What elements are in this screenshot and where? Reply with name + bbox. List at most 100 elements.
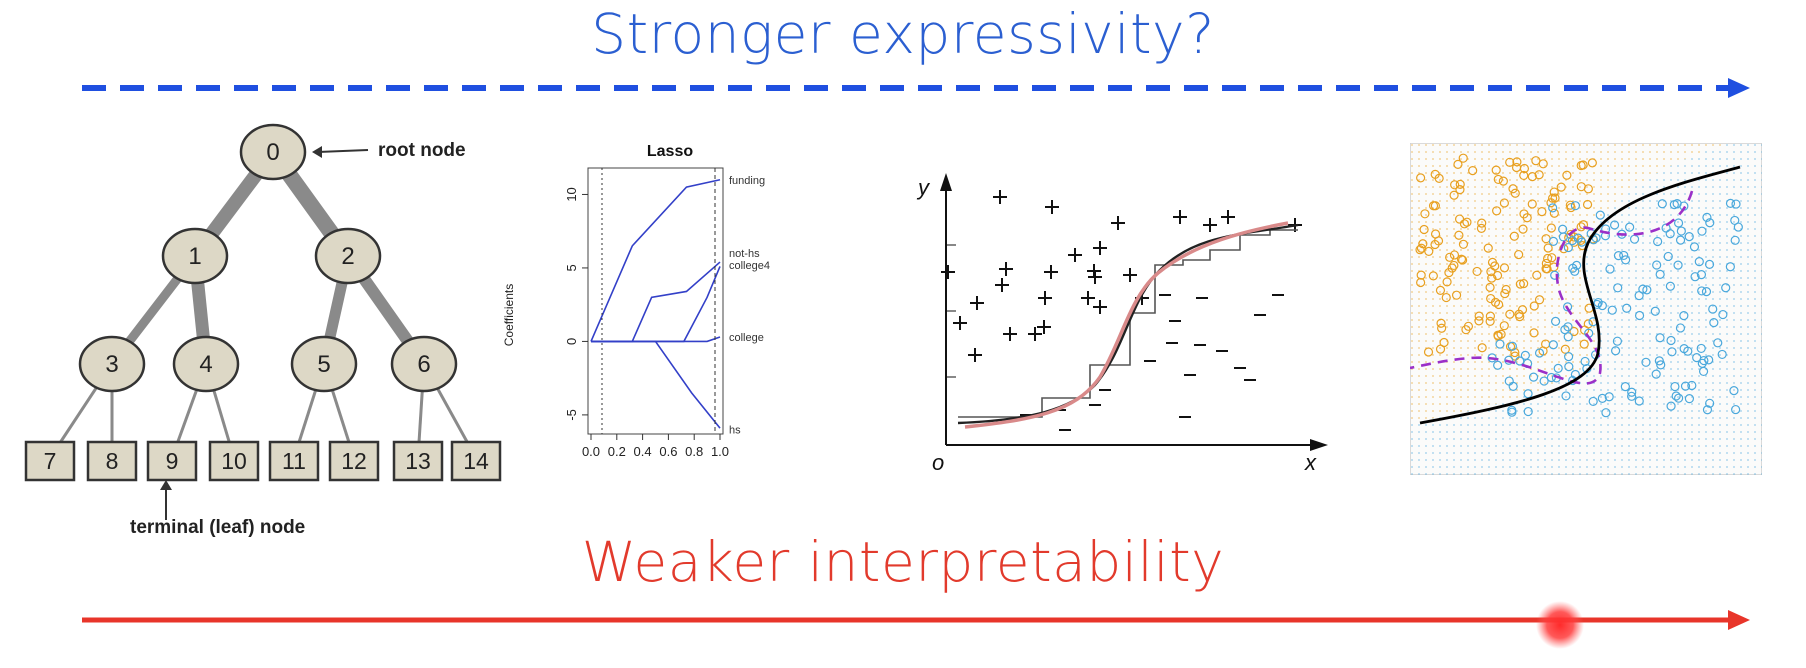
blue-point <box>1665 229 1675 239</box>
blue-point <box>1731 404 1741 415</box>
orange-point <box>1445 252 1455 262</box>
tree-leaf-7 <box>24 440 76 482</box>
tree-leaf-13 <box>392 440 444 482</box>
blue-point <box>1652 260 1662 270</box>
blue-point <box>1663 251 1673 262</box>
blue-point <box>1520 350 1530 360</box>
orange-point <box>1474 311 1484 321</box>
blue-point <box>1563 332 1573 342</box>
blue-point <box>1705 218 1715 228</box>
blue-point <box>1713 338 1723 348</box>
lasso-y-tick-label: 0 <box>564 338 579 345</box>
blue-point <box>1609 220 1620 230</box>
blue-point <box>1731 199 1741 209</box>
orange-point <box>1501 284 1511 295</box>
orange-point <box>1436 318 1446 328</box>
blue-point <box>1676 226 1686 236</box>
blue-point <box>1607 305 1617 315</box>
blue-point <box>1729 386 1739 396</box>
orange-point <box>1423 347 1434 357</box>
blue-point <box>1595 210 1605 220</box>
orange-point <box>1477 218 1487 228</box>
tree-node-3 <box>78 335 146 393</box>
blue-point <box>1696 270 1707 280</box>
sigmoid-plus-point <box>1111 216 1125 230</box>
sigmoid-smooth-fit <box>964 221 1289 429</box>
bottom-arrowhead <box>1728 610 1750 630</box>
blue-point <box>1655 333 1665 343</box>
blue-point <box>1656 360 1666 370</box>
blue-point <box>1620 382 1630 392</box>
tree-leaf-12 <box>328 440 380 482</box>
blue-point <box>1702 212 1712 223</box>
blue-point <box>1672 199 1682 209</box>
blue-point <box>1523 406 1533 417</box>
blue-point <box>1654 356 1664 366</box>
orange-point <box>1419 224 1429 235</box>
lasso-line-label: funding <box>729 175 765 187</box>
blue-point <box>1721 283 1731 293</box>
lasso-y-tick-label: 5 <box>564 264 579 271</box>
orange-point <box>1498 176 1508 186</box>
sigmoid-plus-point <box>970 296 984 310</box>
orange-point <box>1439 337 1449 348</box>
orange-point <box>1560 344 1570 354</box>
orange-point <box>1487 273 1497 283</box>
blue-point <box>1671 391 1681 401</box>
orange-point <box>1519 170 1529 181</box>
blue-point <box>1627 387 1637 397</box>
orange-point <box>1499 321 1509 331</box>
sigmoid-plus-point <box>1203 218 1217 232</box>
orange-point <box>1522 213 1532 223</box>
orange-point <box>1519 278 1529 289</box>
orange-point <box>1459 219 1470 229</box>
orange-point <box>1449 190 1459 200</box>
blue-point <box>1675 235 1686 245</box>
blue-point <box>1564 361 1574 372</box>
orange-point <box>1562 170 1572 180</box>
orange-point <box>1416 277 1426 288</box>
orange-point <box>1546 223 1556 233</box>
sigmoid-plus-point <box>1028 327 1042 341</box>
sigmoid-y-arrowhead <box>940 173 952 191</box>
sigmoid-plus-point <box>1173 210 1187 224</box>
root-pointer-arrowhead <box>312 146 322 158</box>
blue-point <box>1689 242 1700 252</box>
orange-point <box>1512 157 1522 167</box>
lasso-y-tick-label: -5 <box>564 409 579 421</box>
tree-node-label: 3 <box>105 351 118 378</box>
lasso-coefficient-lines <box>590 178 721 429</box>
blue-point <box>1705 398 1715 408</box>
blue-point <box>1694 257 1704 267</box>
lasso-line-label: college4 <box>729 260 770 272</box>
tree-leaf-14 <box>450 440 502 482</box>
orange-point <box>1455 184 1465 195</box>
nonlinear-classifier-plot <box>1410 143 1762 475</box>
blue-point <box>1577 237 1587 247</box>
blue-point <box>1651 369 1661 379</box>
orange-point <box>1510 351 1520 361</box>
sigmoid-plus-point <box>1068 248 1082 262</box>
orange-point <box>1527 172 1537 182</box>
tree-node-4 <box>172 335 240 393</box>
blue-point <box>1597 393 1607 403</box>
sigmoid-plus-point <box>995 278 1009 292</box>
blue-point <box>1674 393 1684 403</box>
tree-node-label: 1 <box>188 243 201 270</box>
orange-point <box>1534 295 1545 305</box>
blue-point <box>1563 322 1573 332</box>
orange-point <box>1547 253 1557 263</box>
blue-point <box>1717 349 1727 360</box>
orange-point <box>1510 188 1520 198</box>
sigmoid-plus-point <box>999 262 1013 276</box>
orange-point <box>1519 163 1530 174</box>
tree-node-6 <box>390 335 458 393</box>
sigmoid-marks <box>941 190 1302 431</box>
orange-point <box>1543 253 1553 264</box>
sigmoid-plus-point <box>941 265 955 279</box>
blue-point <box>1504 376 1514 386</box>
blue-point <box>1528 372 1539 382</box>
orange-point <box>1449 250 1460 260</box>
orange-point <box>1437 323 1447 333</box>
lasso-x-tick-label: 0.4 <box>634 444 652 459</box>
